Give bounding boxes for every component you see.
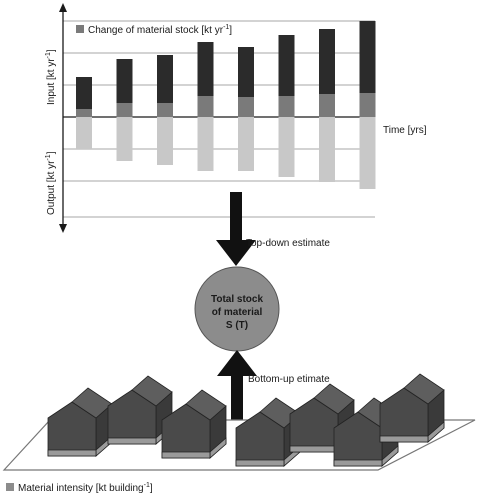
axis-arrow-up-icon: [59, 3, 67, 12]
stock-change-bar: [116, 103, 133, 117]
gridlines: [63, 20, 375, 218]
top-down-arrow-icon: [216, 192, 256, 266]
output-bar: [278, 117, 295, 177]
output-bar: [197, 117, 214, 171]
stock-change-bar: [76, 109, 92, 117]
input-bar: [76, 77, 92, 117]
building: [47, 387, 113, 457]
input-bar: [116, 59, 133, 117]
output-bar: [116, 117, 133, 161]
stock-change-bar: [197, 96, 214, 117]
stock-change-bar: [238, 97, 254, 117]
building: [161, 389, 227, 459]
input-axis-label: Input [kt yr-1]: [45, 49, 57, 105]
building: [379, 373, 445, 443]
building-legend-label: Material intensity [kt building-1]: [18, 482, 153, 494]
time-axis-label: Time [yrs]: [383, 125, 427, 136]
output-bar: [238, 117, 254, 171]
output-bar: [157, 117, 173, 165]
axis-arrow-down-icon: [59, 224, 67, 233]
stock-change-bar: [157, 103, 173, 117]
output-bar: [319, 117, 335, 182]
output-bar: [359, 117, 376, 189]
stock-change-bar: [278, 96, 295, 117]
buildings: [47, 373, 445, 467]
output-bar: [76, 117, 92, 149]
legend-swatch-material-intensity: [6, 483, 14, 491]
input-bar: [157, 55, 173, 117]
chart-legend-label: Change of material stock [kt yr-1]: [88, 24, 232, 36]
stock-flow-chart: T Time [yrs] Change of material stock [k…: [45, 3, 427, 233]
legend-swatch-stock-change: [76, 25, 84, 33]
top-down-label: Top-down estimate: [246, 238, 330, 249]
stock-change-bar: [319, 94, 335, 117]
circle-line-3: S (T): [226, 320, 248, 331]
circle-line-1: Total stock: [211, 294, 263, 305]
circle-line-2: of material: [212, 307, 263, 318]
stock-change-bar: [359, 93, 376, 117]
building: [235, 397, 301, 467]
bottom-up-arrow-icon: [217, 350, 257, 428]
bars: [76, 21, 376, 189]
bottom-up-label: Bottom-up etimate: [248, 374, 330, 385]
output-axis-label: Output [kt yr-1]: [45, 151, 57, 215]
